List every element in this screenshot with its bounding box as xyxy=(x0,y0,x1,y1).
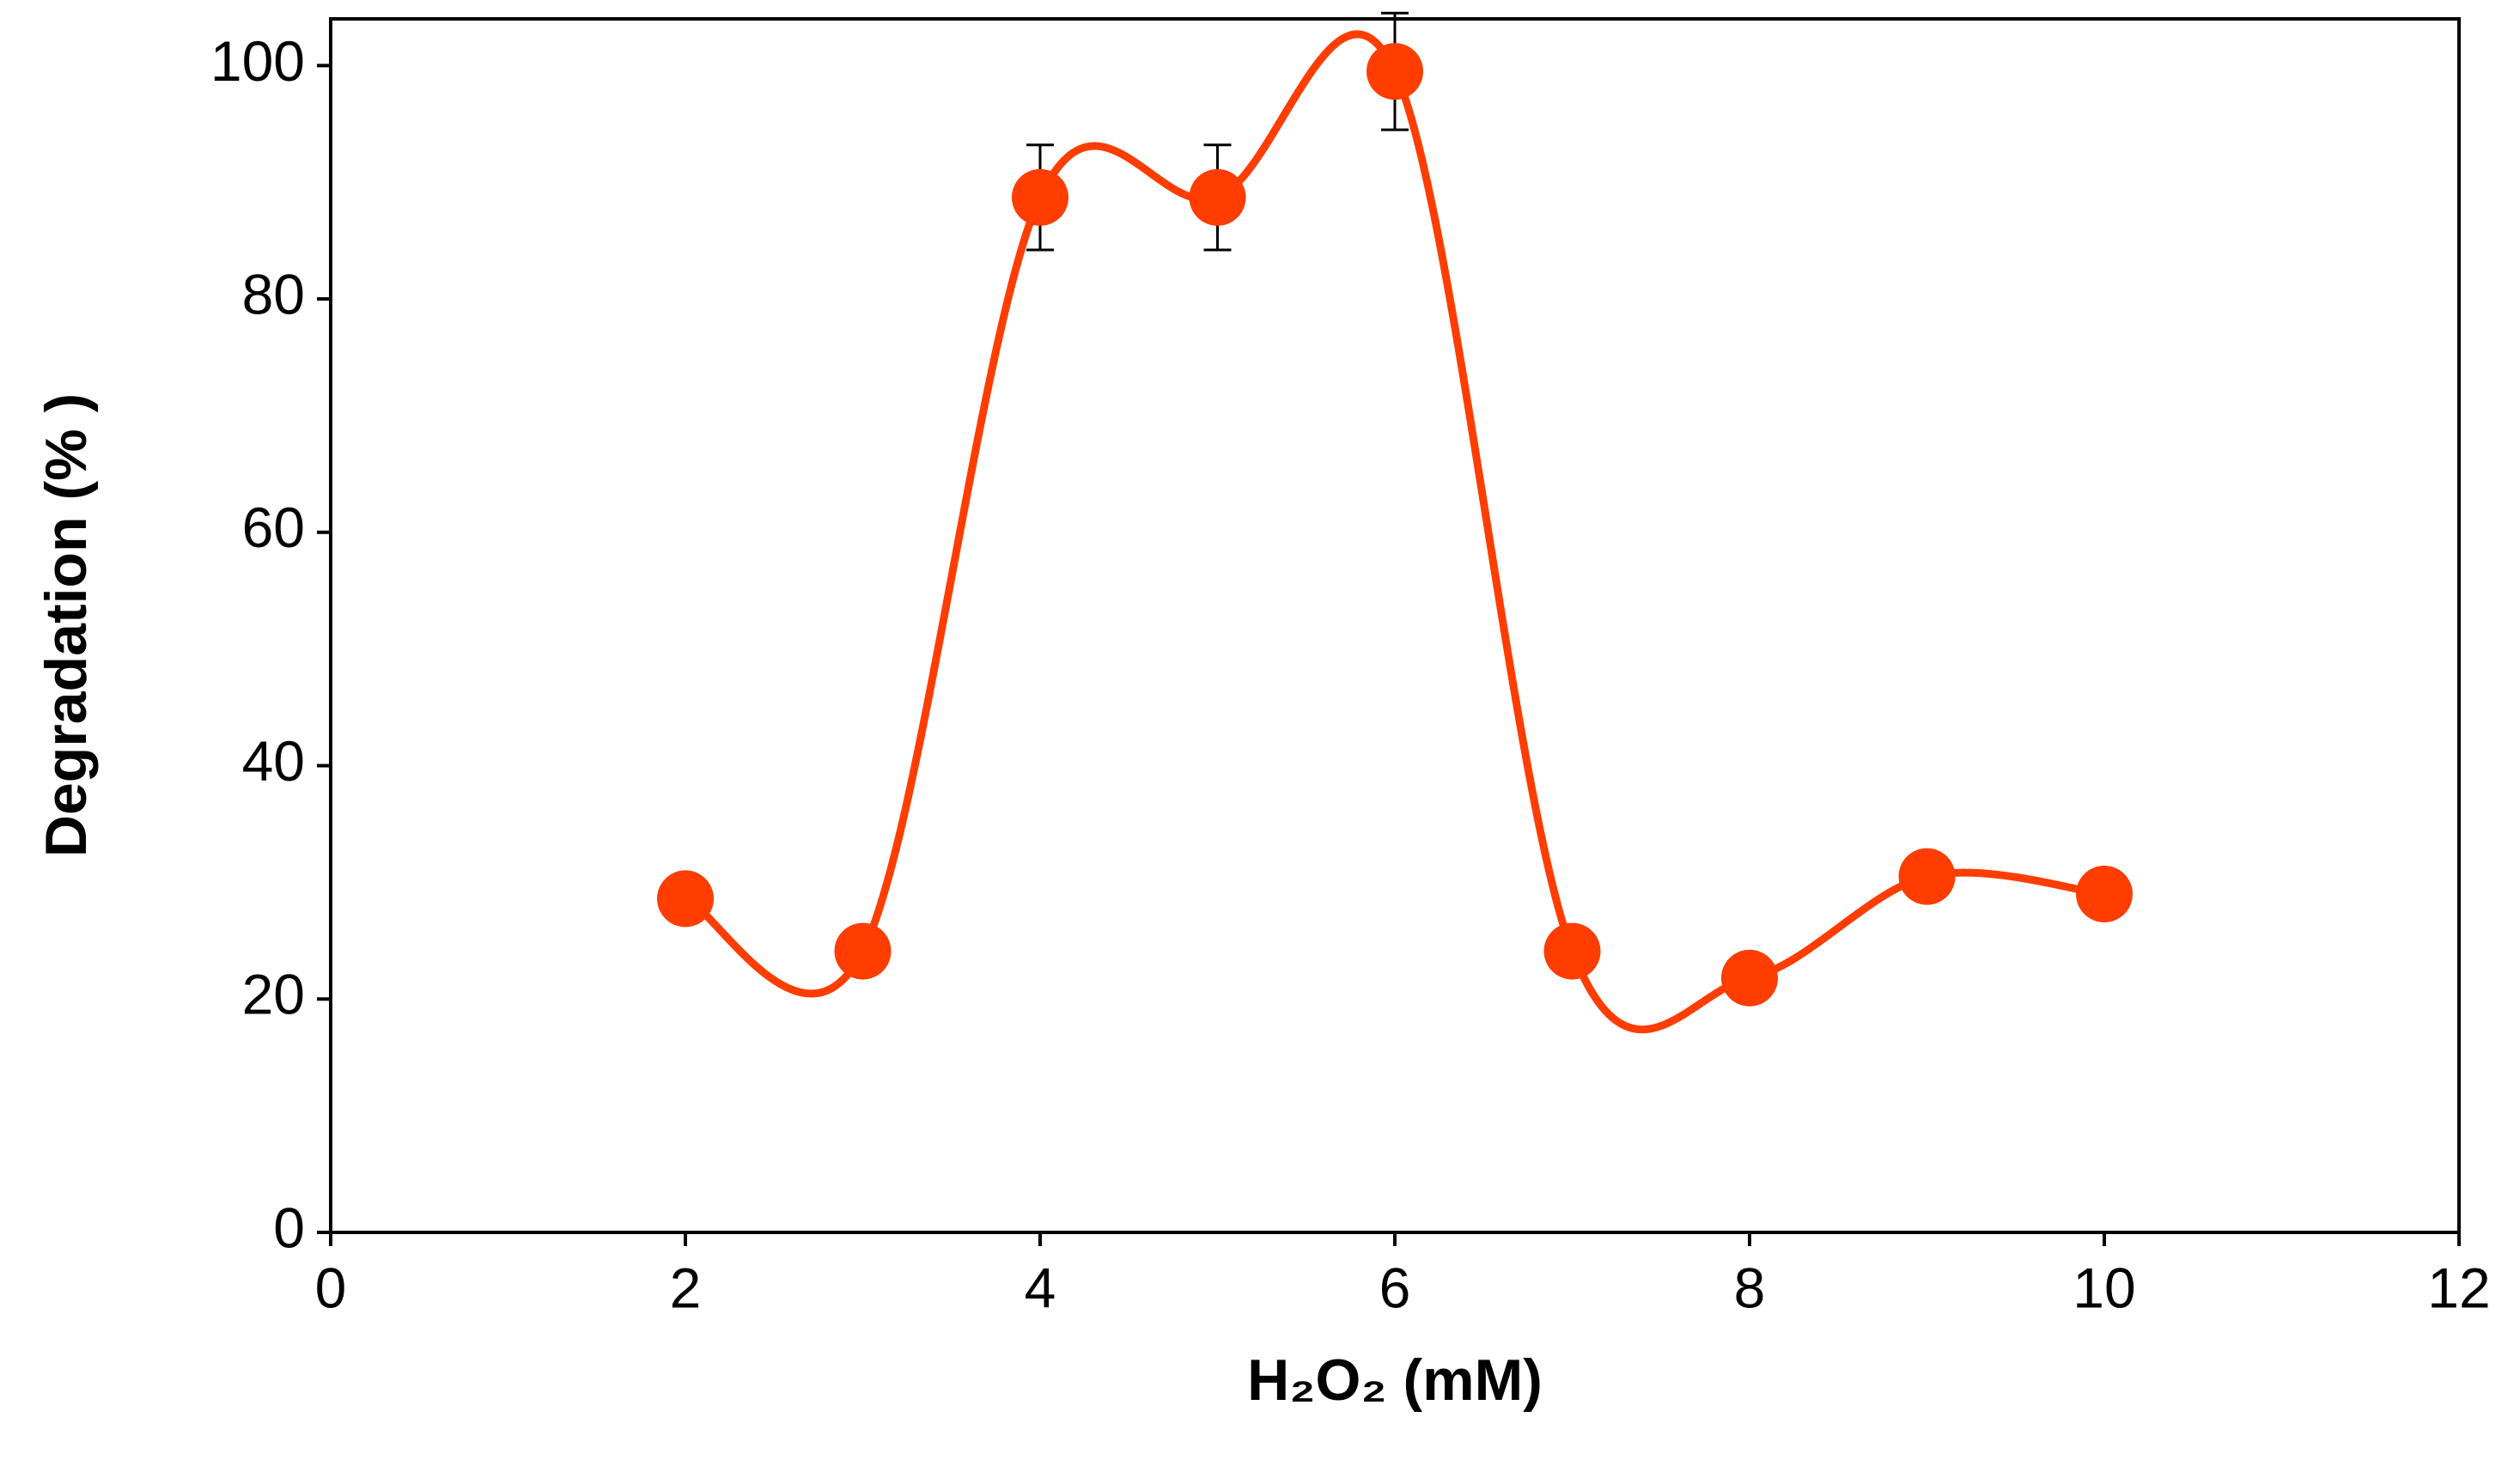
x-tick-label: 4 xyxy=(1025,1256,1056,1319)
y-tick-label: 40 xyxy=(242,729,305,793)
plot-frame xyxy=(329,17,2461,1234)
x-tick-label: 6 xyxy=(1379,1256,1411,1319)
data-point xyxy=(834,922,892,980)
data-point xyxy=(1012,168,1068,226)
x-tick-label: 0 xyxy=(315,1256,347,1319)
y-tick-label: 20 xyxy=(242,963,305,1026)
y-tick-label: 100 xyxy=(210,29,305,93)
data-point xyxy=(2076,865,2133,922)
data-point xyxy=(657,870,714,928)
data-line xyxy=(684,30,2105,1034)
x-tick-label: 10 xyxy=(2073,1256,2135,1319)
x-tick-label: 8 xyxy=(1734,1256,1766,1319)
x-tick-label: 2 xyxy=(670,1256,702,1319)
y-tick-label: 80 xyxy=(242,263,305,326)
data-point xyxy=(1367,43,1423,100)
y-tick-label: 0 xyxy=(273,1195,305,1259)
x-axis-label: H₂O₂ (mM) xyxy=(1247,1347,1543,1413)
data-point xyxy=(1721,949,1778,1007)
x-tick-label: 12 xyxy=(2427,1256,2490,1319)
y-axis-label: Degradation (% ) xyxy=(33,393,99,857)
y-tick-label: 60 xyxy=(242,496,305,559)
data-point xyxy=(1543,922,1601,980)
data-point xyxy=(1189,168,1246,226)
data-point xyxy=(1898,848,1956,905)
